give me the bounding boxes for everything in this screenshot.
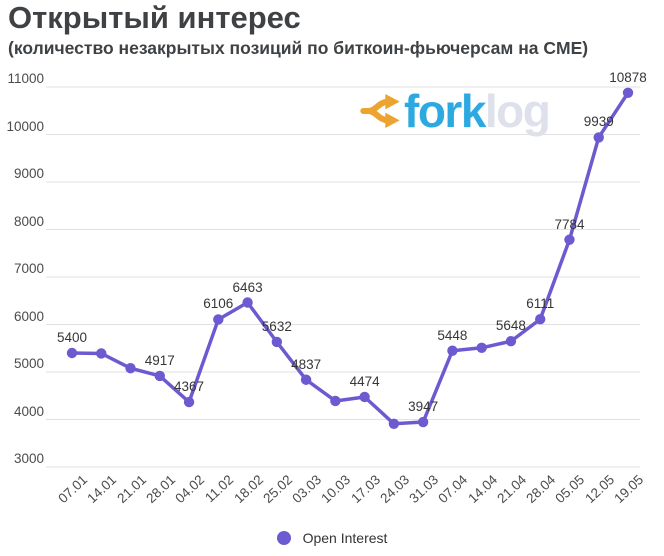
data-point-label: 5400 <box>56 330 88 345</box>
data-point-label: 5648 <box>495 318 526 334</box>
data-point-label: 7784 <box>554 216 585 232</box>
data-point-label: 5632 <box>261 318 292 334</box>
data-point <box>388 418 400 429</box>
logo-text-log: log <box>484 85 551 137</box>
logo-text-fork: fork <box>404 85 486 137</box>
y-axis-tick-label: 3000 <box>13 451 44 466</box>
data-point <box>359 391 370 403</box>
data-point <box>417 416 429 428</box>
y-axis-tick-label: 6000 <box>13 308 44 324</box>
fork-icon <box>360 93 400 129</box>
data-point-label: 10878 <box>609 69 647 85</box>
data-point-label: 4917 <box>144 352 175 368</box>
logo-text: forklog <box>404 85 551 137</box>
data-point <box>242 297 253 308</box>
data-point <box>476 342 487 353</box>
y-axis-tick-label: 7000 <box>13 261 44 276</box>
data-point-label: 3947 <box>408 399 439 415</box>
y-axis-tick-label: 11000 <box>7 71 44 86</box>
data-point <box>154 370 165 382</box>
data-point <box>125 363 136 374</box>
data-point <box>213 314 224 325</box>
data-point <box>271 336 283 348</box>
data-point-label: 9939 <box>583 114 614 130</box>
data-point <box>96 348 107 359</box>
legend-label: Open Interest <box>302 530 388 546</box>
data-point <box>183 396 195 408</box>
chart-subtitle: (количество незакрытых позиций по биткои… <box>8 38 589 58</box>
data-point <box>622 87 634 98</box>
series-line <box>70 91 630 426</box>
y-axis-tick-label: 4000 <box>13 403 44 419</box>
data-point <box>300 374 312 385</box>
y-axis-tick-label: 8000 <box>13 213 44 229</box>
data-point-label: 6106 <box>203 296 234 312</box>
forklog-logo: forklog <box>360 85 551 137</box>
data-point <box>330 395 341 407</box>
data-point <box>447 345 458 356</box>
y-axis-tick-label: 9000 <box>13 166 44 181</box>
y-axis-tick-label: 5000 <box>13 356 44 371</box>
data-point <box>564 234 575 245</box>
data-point <box>66 347 78 359</box>
legend: Open Interest <box>0 530 664 546</box>
data-point <box>505 336 517 347</box>
data-point <box>593 132 604 143</box>
chart-title: Открытый интерес <box>8 0 301 35</box>
y-axis-tick-label: 10000 <box>6 118 44 134</box>
data-point-label: 6111 <box>526 296 555 312</box>
data-point-label: 4837 <box>291 356 322 372</box>
data-point-label: 4474 <box>349 373 380 389</box>
legend-marker <box>276 531 291 545</box>
data-point-label: 5448 <box>437 327 468 343</box>
data-point <box>535 314 546 325</box>
data-point-label: 4367 <box>174 379 205 395</box>
data-point-label: 6463 <box>232 279 263 295</box>
